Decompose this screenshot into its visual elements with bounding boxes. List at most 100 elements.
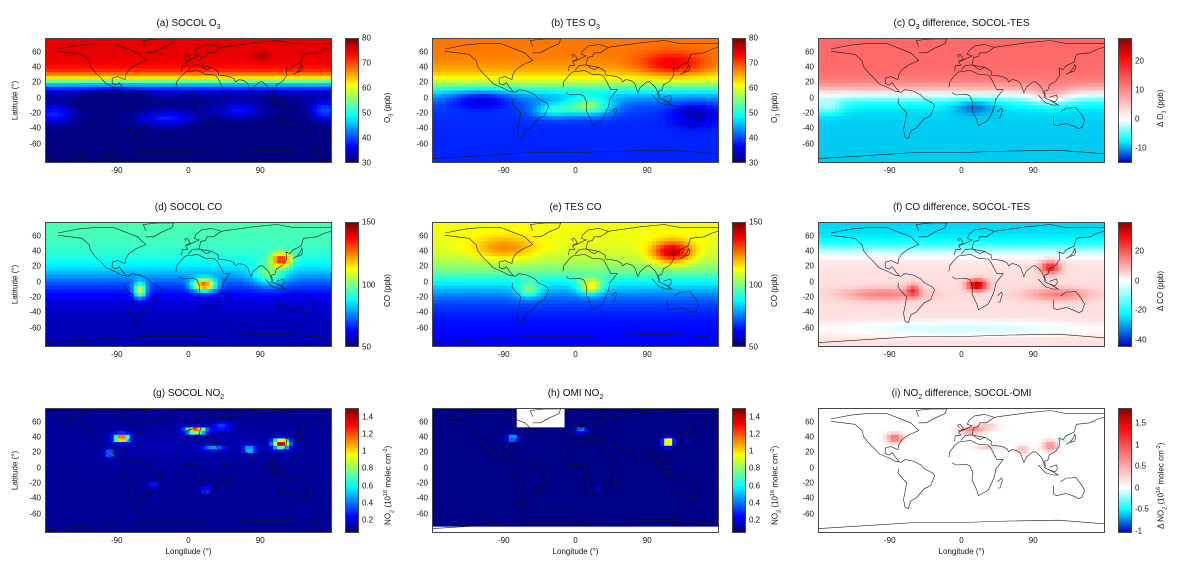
heatmap-cell	[460, 46, 466, 51]
heatmap-cell	[564, 83, 569, 88]
heatmap-cell	[644, 138, 649, 143]
heatmap-cell	[516, 94, 522, 99]
heatmap-cell	[676, 156, 681, 161]
heatmap-cell	[472, 134, 478, 139]
heatmap-cell	[492, 149, 498, 154]
heatmap-cell	[528, 105, 534, 110]
heatmap-cell	[125, 61, 131, 66]
heatmap-cell	[301, 75, 306, 80]
heatmap-cell	[644, 90, 649, 95]
heatmap-cell	[552, 138, 557, 143]
heatmap-cell	[49, 79, 55, 84]
heatmap-cell	[269, 86, 274, 91]
heatmap-cell	[660, 130, 665, 135]
colorbar-step	[346, 125, 358, 128]
heatmap-cell	[293, 119, 298, 124]
heatmap-cell	[564, 79, 569, 84]
heatmap-cell	[317, 116, 322, 121]
heatmap-cell	[93, 42, 99, 47]
heatmap-cell	[237, 116, 242, 121]
heatmap-cell	[576, 94, 581, 99]
heatmap-cell	[584, 127, 589, 132]
x-tick-label: 0	[186, 166, 190, 175]
heatmap-cell	[325, 72, 330, 77]
heatmap-cell	[448, 123, 454, 128]
heatmap-cell	[53, 39, 59, 44]
heatmap-cell	[173, 94, 178, 99]
heatmap-cell	[73, 116, 79, 121]
heatmap-cell	[632, 101, 637, 106]
heatmap-cell	[572, 94, 577, 99]
heatmap-cell	[620, 108, 625, 113]
heatmap-cell	[269, 134, 274, 139]
heatmap-cell	[97, 61, 103, 66]
heatmap-cell	[217, 50, 222, 55]
heatmap-cell	[105, 130, 111, 135]
heatmap-cell	[528, 42, 534, 47]
heatmap-cell	[165, 50, 170, 55]
heatmap-cell	[652, 108, 657, 113]
heatmap-cell	[500, 127, 506, 132]
heatmap-cell	[672, 123, 677, 128]
heatmap-cell	[696, 116, 701, 121]
heatmap-cell	[688, 39, 693, 44]
heatmap-cell	[468, 105, 474, 110]
heatmap-cell	[97, 39, 103, 44]
heatmap-cell	[245, 101, 250, 106]
heatmap-cell	[452, 86, 458, 91]
heatmap-cell	[193, 83, 198, 88]
heatmap-cell	[85, 152, 91, 158]
heatmap-cell	[329, 72, 331, 77]
heatmap-cell	[101, 149, 107, 154]
heatmap-cell	[660, 123, 665, 128]
heatmap-cell	[488, 160, 494, 162]
heatmap-cell	[193, 105, 198, 110]
heatmap-cell	[289, 149, 294, 154]
heatmap-cell	[269, 149, 274, 154]
heatmap-cell	[556, 97, 561, 102]
heatmap-cell	[440, 152, 446, 158]
heatmap-cell	[201, 94, 206, 99]
heatmap-cell	[245, 42, 250, 47]
heatmap-cell	[476, 149, 482, 154]
heatmap-cell	[141, 75, 147, 80]
heatmap-cell	[81, 116, 87, 121]
heatmap-cell	[644, 141, 649, 147]
heatmap-cell	[149, 64, 155, 69]
heatmap-cell	[468, 79, 474, 84]
heatmap-cell	[624, 145, 629, 150]
heatmap-cell	[149, 83, 155, 88]
heatmap-cell	[584, 83, 589, 88]
heatmap-cell	[520, 105, 526, 110]
heatmap-cell	[49, 75, 55, 80]
heatmap-cell	[584, 134, 589, 139]
heatmap-cell	[433, 134, 438, 139]
colorbar-step	[346, 102, 358, 106]
heatmap-cell	[309, 116, 314, 121]
heatmap-cell	[277, 53, 282, 58]
heatmap-cell	[568, 94, 573, 99]
heatmap-cell	[281, 61, 286, 66]
heatmap-cell	[548, 64, 553, 69]
heatmap-cell	[57, 101, 63, 106]
heatmap-cell	[69, 75, 75, 80]
heatmap-cell	[65, 156, 71, 161]
heatmap-cell	[556, 53, 561, 58]
heatmap-cell	[277, 130, 282, 135]
heatmap-cell	[89, 72, 95, 77]
heatmap-cell	[488, 156, 494, 161]
heatmap-cell	[656, 116, 661, 121]
heatmap-cell	[69, 79, 75, 84]
heatmap-cell	[680, 72, 685, 77]
heatmap-cell	[536, 138, 542, 143]
heatmap-cell	[125, 123, 131, 128]
heatmap-cell	[576, 46, 581, 51]
heatmap-cell	[712, 149, 717, 154]
heatmap-cell	[656, 61, 661, 66]
heatmap-cell	[612, 46, 617, 51]
heatmap-cell	[536, 156, 542, 161]
heatmap-cell	[181, 72, 186, 77]
heatmap-cell	[221, 160, 226, 162]
heatmap-cell	[65, 127, 71, 132]
heatmap-cell	[504, 108, 510, 113]
